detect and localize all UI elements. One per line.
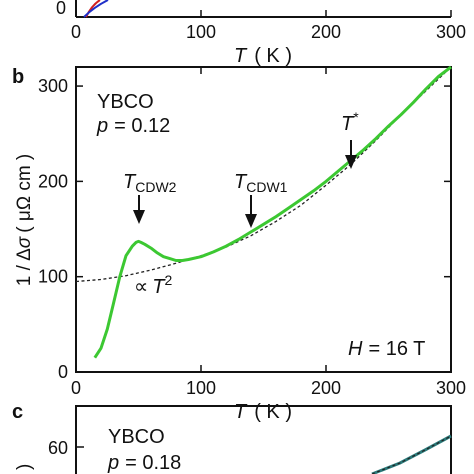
panel-a: 0 0 100 200 300 T( K ) bbox=[56, 0, 466, 67]
panel-c: c 60 YBCO p = 0.18 ) bbox=[12, 401, 452, 474]
panel-b-letter: b bbox=[12, 66, 24, 88]
panel-b-tcdw1-label: TCDW1 bbox=[234, 171, 288, 195]
panel-c-curve bbox=[371, 434, 452, 474]
panel-b-tstar-label: T* bbox=[341, 109, 359, 135]
panel-a-blue-curve bbox=[83, 0, 109, 18]
panel-b-y-axis-label: 1 / Δσ( μΩ cm ) bbox=[14, 154, 35, 286]
panel-c-y-axis-label-fragment: ) bbox=[14, 464, 35, 470]
panel-b-field-label: H = 16 T bbox=[348, 338, 425, 360]
panel-b-tcdw2-label: TCDW2 bbox=[123, 171, 177, 195]
panel-b-xtick-label: 100 bbox=[186, 378, 216, 398]
panel-a-xtick-label: 300 bbox=[436, 22, 466, 42]
panel-b-tcdw2-arrow bbox=[133, 195, 145, 224]
panel-b-ytick-label: 0 bbox=[58, 362, 68, 382]
panel-b-t-squared-label: ∝ T2 bbox=[134, 272, 173, 298]
panel-b-ytick-label: 300 bbox=[38, 76, 68, 96]
panel-c-ytick-60: 60 bbox=[48, 438, 68, 458]
panel-a-x-axis-label: T( K ) bbox=[234, 45, 292, 67]
panel-b-resistivity-curve bbox=[93, 65, 452, 359]
panel-a-xtick-label: 100 bbox=[186, 22, 216, 42]
panel-c-fit-line bbox=[371, 435, 452, 474]
panel-b-material-label: YBCO bbox=[97, 91, 154, 113]
panel-b-frame bbox=[75, 66, 452, 373]
panel-b-ytick-label: 200 bbox=[38, 171, 68, 191]
panel-b-xtick-label: 200 bbox=[311, 378, 341, 398]
panel-b: b 0 100 200 300 0 100 200 300 1 / Δσ( μΩ cm ) T… bbox=[12, 65, 466, 423]
panel-a-ytick-0: 0 bbox=[56, 0, 66, 18]
panel-b-ytick-label: 100 bbox=[38, 267, 68, 287]
panel-c-frame bbox=[75, 405, 452, 474]
panel-c-letter: c bbox=[12, 401, 23, 423]
panel-b-tcdw1-arrow bbox=[245, 195, 257, 228]
panel-b-tstar-arrow bbox=[345, 140, 357, 169]
panel-b-x-axis-label: T( K ) bbox=[234, 401, 292, 423]
panel-b-doping-label: p = 0.12 bbox=[96, 115, 170, 137]
panel-b-xtick-label: 300 bbox=[436, 378, 466, 398]
panel-c-material-label: YBCO bbox=[108, 426, 165, 448]
panel-a-xtick-label: 200 bbox=[311, 22, 341, 42]
panel-a-xtick-label: 0 bbox=[71, 22, 81, 42]
panel-b-xtick-label: 0 bbox=[71, 378, 81, 398]
panel-c-doping-label: p = 0.18 bbox=[107, 452, 181, 474]
